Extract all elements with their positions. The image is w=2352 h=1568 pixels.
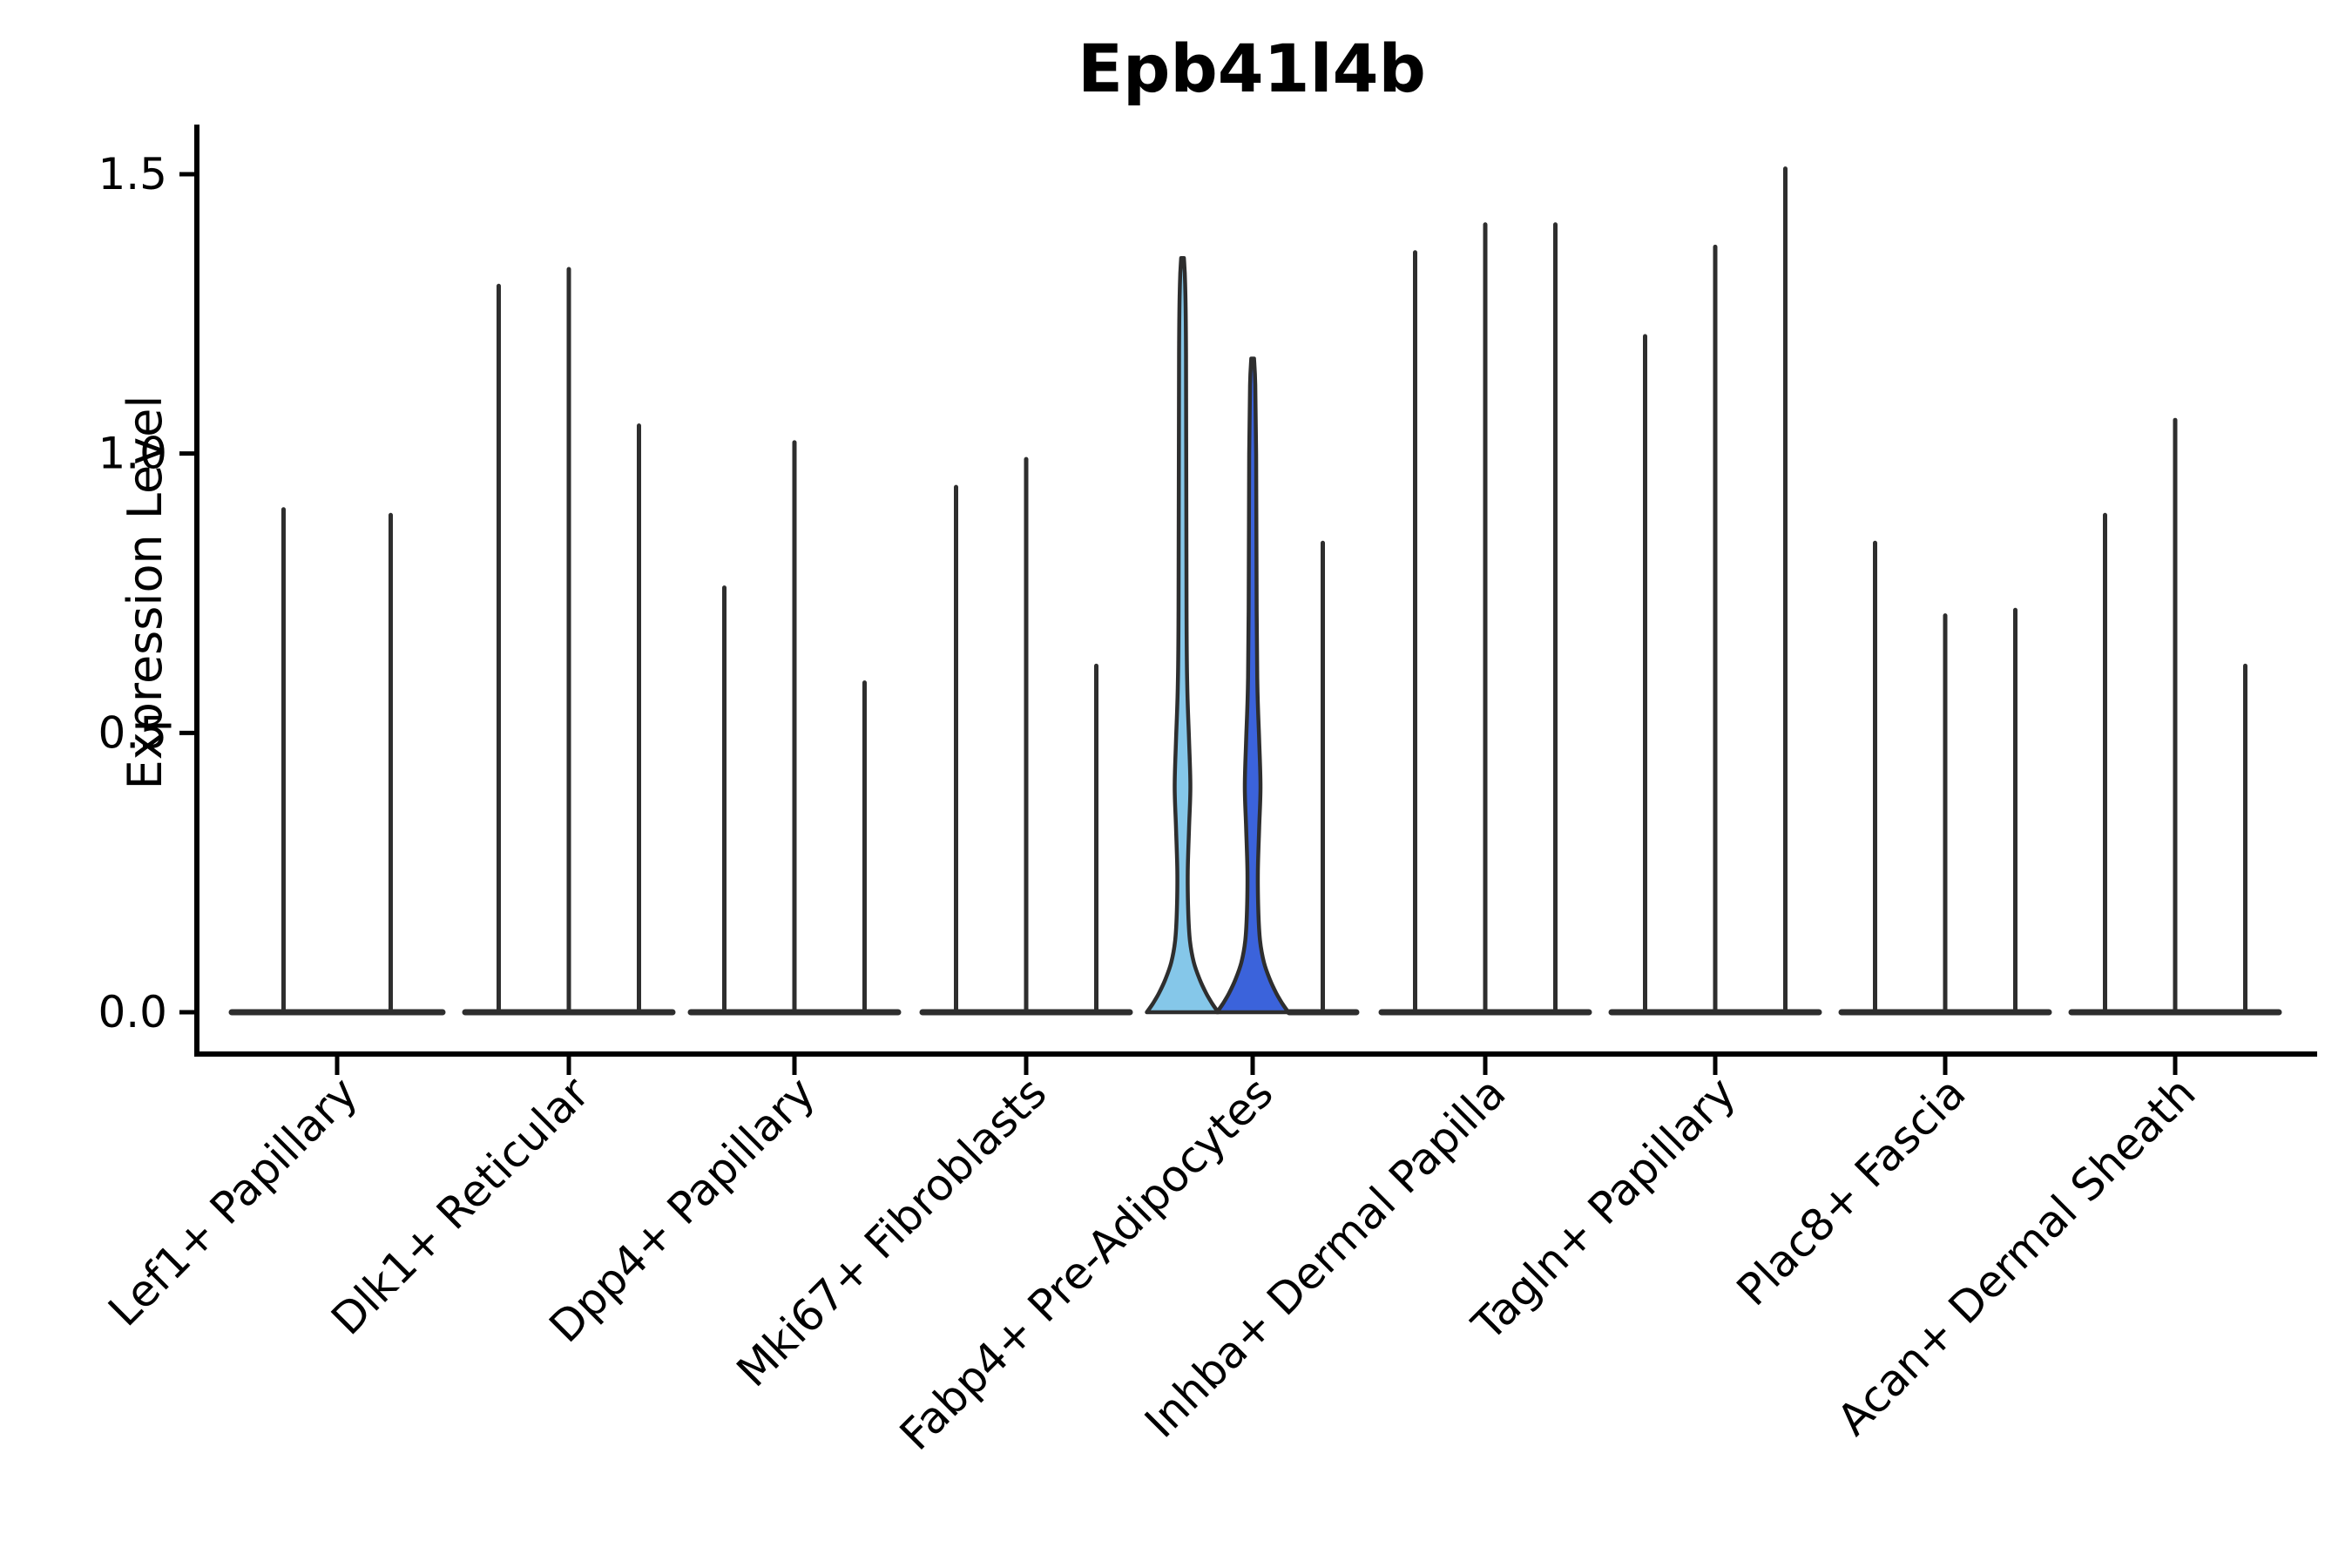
y-axis-label: Expression Level	[118, 395, 172, 790]
x-tick-label: Plac8+ Fascia	[1727, 1067, 1976, 1315]
y-tick-label: 0.5	[98, 707, 167, 758]
x-tick-label: Lef1+ Papillary	[98, 1067, 367, 1335]
x-tick-label: Fabp4+ Pre-Adipocytes	[890, 1067, 1283, 1460]
violin-highlighted	[1145, 255, 1220, 1015]
chart-title: Epb41l4b	[1078, 30, 1426, 107]
y-tick-label: 1.5	[98, 149, 167, 199]
y-tick-label: 1.0	[98, 429, 167, 479]
violin-highlighted	[1214, 356, 1291, 1015]
y-tick-label: 0.0	[98, 987, 167, 1037]
